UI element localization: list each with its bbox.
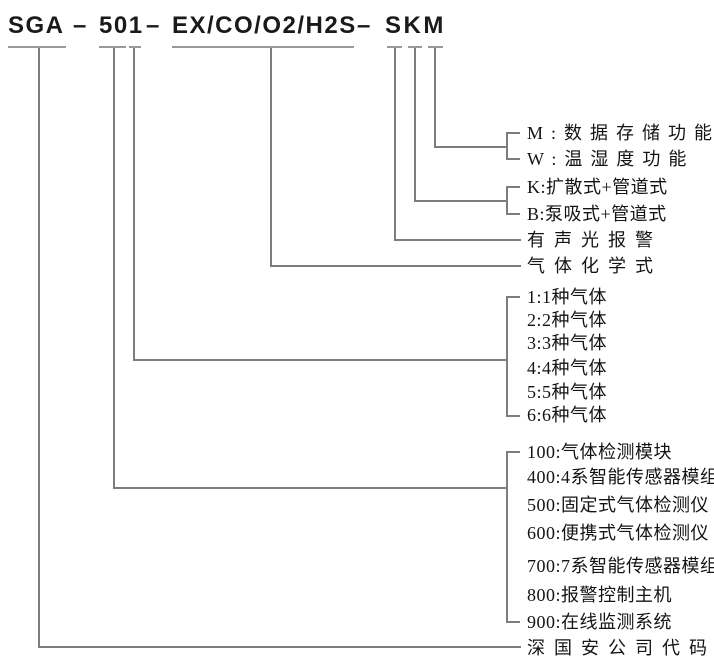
- dropline-gas-formula: [270, 48, 272, 266]
- model-separator: –: [73, 12, 88, 39]
- underline-series-1: [129, 46, 141, 48]
- tick-gas-count-6: [506, 415, 520, 417]
- label-product-400: 400:4系智能传感器模组: [527, 467, 714, 487]
- label-option-w: W:温湿度功能: [527, 149, 695, 169]
- bracket-gas-counts: [506, 296, 508, 417]
- bracket-product-series: [506, 451, 508, 623]
- label-product-500: 500:固定式气体检测仪: [527, 495, 710, 515]
- underline-option-s: [387, 46, 402, 48]
- dropline-option-m: [434, 48, 436, 147]
- label-product-100: 100:气体检测模块: [527, 442, 673, 462]
- model-series: 501: [99, 12, 144, 39]
- label-company-code: 深国安公司代码: [527, 638, 714, 658]
- label-gas-count-1: 1:1种气体: [527, 287, 608, 307]
- dropline-option-k: [414, 48, 416, 201]
- tick-option-b: [506, 213, 520, 215]
- underline-gas-formula: [172, 46, 354, 48]
- connector-option-k: [414, 200, 507, 202]
- underline-option-k: [408, 46, 422, 48]
- dropline-option-s: [394, 48, 396, 240]
- tick-option-w: [506, 158, 520, 160]
- label-product-800: 800:报警控制主机: [527, 585, 673, 605]
- bracket-options-mw: [506, 132, 508, 160]
- underline-series-50: [99, 46, 126, 48]
- tick-product-900: [506, 621, 520, 623]
- label-gas-count-2: 2:2种气体: [527, 310, 608, 330]
- label-product-900: 900:在线监测系统: [527, 612, 673, 632]
- connector-company-code: [38, 646, 521, 648]
- label-gas-count-5: 5:5种气体: [527, 382, 608, 402]
- label-product-700: 700:7系智能传感器模组: [527, 556, 714, 576]
- dropline-company-prefix: [38, 48, 40, 647]
- label-product-600: 600:便携式气体检测仪: [527, 523, 710, 543]
- label-gas-count-3: 3:3种气体: [527, 333, 608, 353]
- label-alarm: 有声光报警: [527, 230, 662, 250]
- tick-gas-count-1: [506, 296, 520, 298]
- label-option-k: K:扩散式+管道式: [527, 177, 668, 197]
- underline-option-m: [428, 46, 443, 48]
- label-gas-count-4: 4:4种气体: [527, 358, 608, 378]
- label-option-b: B:泵吸式+管道式: [527, 204, 667, 224]
- model-options: SKM: [385, 12, 446, 39]
- connector-gas-formula: [270, 265, 521, 267]
- label-option-m: M:数据存储功能: [527, 123, 714, 143]
- connector-gas-count: [133, 359, 507, 361]
- model-gas-formula: EX/CO/O2/H2S: [172, 12, 357, 39]
- underline-company-prefix: [8, 46, 66, 48]
- dropline-series-units: [133, 48, 135, 360]
- tick-option-k: [506, 186, 520, 188]
- bracket-options-kb: [506, 186, 508, 215]
- label-gas-formula: 气体化学式: [527, 256, 662, 276]
- model-separator: –: [146, 12, 161, 39]
- tick-option-m: [506, 132, 520, 134]
- model-company-prefix: SGA: [8, 12, 65, 39]
- connector-alarm: [394, 239, 521, 241]
- connector-product-series: [113, 487, 507, 489]
- tick-product-100: [506, 451, 520, 453]
- dropline-series-hundreds: [113, 48, 115, 488]
- label-gas-count-6: 6:6种气体: [527, 405, 608, 425]
- connector-option-m: [434, 146, 507, 148]
- model-separator: –: [357, 12, 372, 39]
